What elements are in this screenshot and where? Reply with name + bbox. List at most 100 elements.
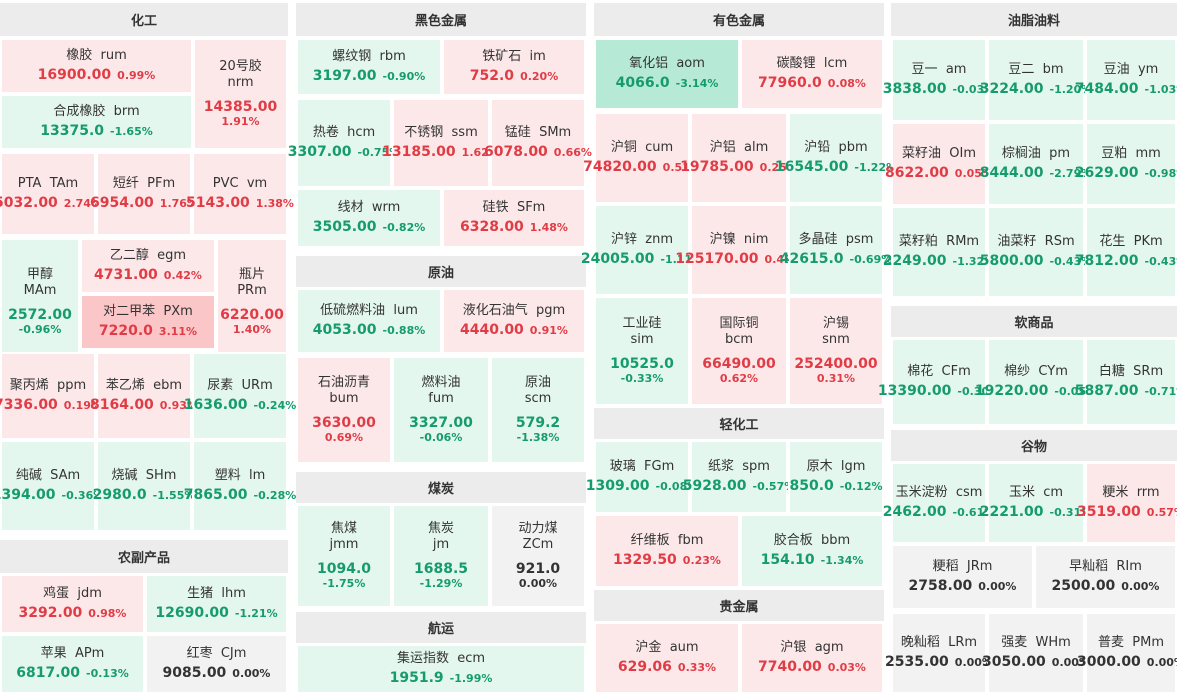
tile-RMm[interactable]: 菜籽粕 RMm 2249.00 -1.32% [883,206,995,298]
tile-name: 碳酸锂 [776,56,816,72]
tile-label: 生猪 lhm [187,586,246,602]
tile-price: 1951.9 [389,669,444,686]
tile-CYm[interactable]: 棉纱 CYm 19220.00 -0.05% [975,338,1097,426]
tile-lgm[interactable]: 原木 lgm 850.0 -0.12% [788,440,884,514]
tile-name: 豆粕 [1101,146,1128,162]
tile-ssm[interactable]: 不锈钢 ssm 13185.00 1.62% [382,98,500,188]
tile-cm[interactable]: 玉米 cm 2221.00 -0.31% [980,462,1092,544]
tile-price: 921.0 [515,560,561,577]
tile-znm[interactable]: 沪锌 znm 24005.00 -1.11% [581,204,703,296]
tile-hcm[interactable]: 热卷 hcm 3307.00 -0.75% [288,98,400,188]
tile-PFm[interactable]: 短纤 PFm 6954.00 1.76% [90,152,198,236]
tile-SRm[interactable]: 白糖 SRm 5887.00 -0.71% [1075,338,1177,426]
tile-csm[interactable]: 玉米淀粉 csm 2462.00 -0.61% [883,462,995,544]
tile-sim[interactable]: 工业硅 sim 10525.0 -0.33% [594,296,690,406]
tile-ecm[interactable]: 集运指数 ecm 1951.9 -1.99% [296,644,586,694]
tile-bm[interactable]: 豆二 bm 3224.00 -1.20% [980,38,1092,122]
tile-aum[interactable]: 沪金 aum 629.06 0.33% [594,622,740,694]
tile-PXm[interactable]: 对二甲苯 PXm 7220.0 3.11% [80,294,216,350]
tile-price: 850.0 [789,477,834,494]
tile-LRm[interactable]: 晚籼稻 LRm 2535.00 0.00% [885,612,993,694]
tile-quote: 13185.00 1.62% [382,141,500,161]
tile-am[interactable]: 豆一 am 3838.00 -0.03% [883,38,995,122]
tile-OIm[interactable]: 菜籽油 OIm 8622.00 0.05% [885,122,993,206]
tile-PRm[interactable]: 瓶片 PRm 6220.00 1.40% [216,238,288,366]
tile-quote: 5143.00 1.38% [186,192,294,212]
tile-CJm[interactable]: 红枣 CJm 9085.00 0.00% [145,634,288,694]
tile-label: 多晶硅 psm [799,232,874,248]
tile-alm[interactable]: 沪铝 alm 19785.00 0.25% [680,112,798,204]
tile-label: 棉花 CFm [907,364,971,380]
tile-change: 0.99% [117,68,156,82]
tile-SMm[interactable]: 锰硅 SMm 6078.00 0.66% [484,98,592,188]
tile-fbm[interactable]: 纤维板 fbm 1329.50 0.23% [594,514,740,588]
tile-code: CJm [220,646,247,662]
tile-bcm[interactable]: 国际铜 bcm 66490.00 0.62% [690,296,788,406]
tile-PMm[interactable]: 普麦 PMm 3000.00 0.00% [1077,612,1177,694]
tile-quote: 7812.00 -0.43% [1075,250,1177,270]
tile-lm[interactable]: 塑料 lm 7865.00 -0.28% [184,440,296,532]
tile-scm[interactable]: 原油 scm 579.2 -1.38% [490,356,586,464]
tile-MAm[interactable]: 甲醇 MAm 2572.00 -0.96% [0,238,80,366]
tile-rrm[interactable]: 粳米 rrm 3519.00 0.57% [1077,462,1177,544]
tile-fum[interactable]: 燃料油 fum 3327.00 -0.06% [392,356,490,464]
tile-price: 752.0 [469,67,515,84]
tile-jdm[interactable]: 鸡蛋 jdm 3292.00 0.98% [0,574,145,634]
tile-agm[interactable]: 沪银 agm 7740.00 0.03% [740,622,884,694]
tile-lcm[interactable]: 碳酸锂 lcm 77960.0 0.08% [740,38,884,110]
tile-SFm[interactable]: 硅铁 SFm 6328.00 1.48% [442,188,586,248]
tile-SHm[interactable]: 烧碱 SHm 2980.0 -1.55% [93,440,195,532]
tile-ppm[interactable]: 聚丙烯 ppm 7336.00 0.19% [0,352,102,440]
tile-SAm[interactable]: 纯碱 SAm 1394.00 -0.36% [0,440,104,532]
tile-RSm[interactable]: 油菜籽 RSm 5800.00 -0.43% [980,206,1092,298]
tile-APm[interactable]: 苹果 APm 6817.00 -0.13% [0,634,145,694]
tile-wrm[interactable]: 线材 wrm 3505.00 -0.82% [296,188,442,248]
tile-lhm[interactable]: 生猪 lhm 12690.00 -1.21% [145,574,288,634]
tile-bbm[interactable]: 胶合板 bbm 154.10 -1.34% [740,514,884,588]
tile-egm[interactable]: 乙二醇 egm 4731.00 0.42% [80,238,216,294]
tile-name: 棕榈油 [1001,146,1041,162]
tile-nim[interactable]: 沪镍 nim 125170.00 0.48% [675,204,803,296]
tile-name: 玻璃 [609,459,636,475]
tile-aom[interactable]: 氧化铝 aom 4066.0 -3.14% [594,38,740,110]
tile-rum[interactable]: 橡胶 rum 16900.00 0.99% [0,38,193,94]
tile-TAm[interactable]: PTA TAm 5032.00 2.74% [0,152,102,236]
tile-bum[interactable]: 石油沥青 bum 3630.00 0.69% [296,356,392,464]
tile-name: 沪银 [780,640,807,656]
tile-mm[interactable]: 豆粕 mm 2629.00 -0.98% [1075,122,1177,206]
tile-rbm[interactable]: 螺纹钢 rbm 3197.00 -0.90% [296,38,442,96]
tile-label: 鸡蛋 jdm [43,586,102,602]
tile-snm[interactable]: 沪锡 snm 252400.00 0.31% [788,296,884,406]
tile-change: -1.65% [110,124,153,138]
tile-RIm[interactable]: 早籼稻 RIm 2500.00 0.00% [1034,544,1177,610]
tile-lum[interactable]: 低硫燃料油 lum 4053.00 -0.88% [296,288,442,354]
tile-psm[interactable]: 多晶硅 psm 42615.0 -0.69% [780,204,892,296]
tile-pm[interactable]: 棕榈油 pm 8444.00 -2.79% [980,122,1092,206]
tile-ym[interactable]: 豆油 ym 7484.00 -1.03% [1075,38,1177,122]
tile-label: 粳米 rrm [1102,485,1159,501]
tile-im[interactable]: 铁矿石 im 752.0 0.20% [442,38,586,96]
tile-code: ym [1137,62,1159,78]
tile-PKm[interactable]: 花生 PKm 7812.00 -0.43% [1075,206,1177,298]
tile-price: 3327.00 [409,414,473,431]
tile-nrm[interactable]: 20号胶 nrm 14385.00 1.91% [193,38,288,150]
tile-FGm[interactable]: 玻璃 FGm 1309.00 -0.08% [586,440,698,514]
tile-price: 42615.0 [779,250,844,267]
tile-change: -1.38% [516,431,560,445]
tile-vm[interactable]: PVC vm 5143.00 1.38% [186,152,294,236]
tile-URm[interactable]: 尿素 URm 1636.00 -0.24% [184,352,296,440]
tile-pbm[interactable]: 沪铅 pbm 16545.00 -1.22% [775,112,897,204]
tile-cum[interactable]: 沪铜 cum 74820.00 0.51% [583,112,701,204]
tile-ZCm[interactable]: 动力煤 ZCm 921.0 0.00% [490,504,586,608]
tile-CFm[interactable]: 棉花 CFm 13390.00 -0.30% [878,338,1000,426]
tile-price: 13375.0 [40,122,105,139]
tile-ebm[interactable]: 苯乙烯 ebm 8164.00 0.93% [90,352,198,440]
tile-spm[interactable]: 纸浆 spm 5928.00 -0.57% [683,440,795,514]
tile-JRm[interactable]: 粳稻 JRm 2758.00 0.00% [891,544,1034,610]
tile-jmm[interactable]: 焦煤 jmm 1094.0 -1.75% [296,504,392,608]
tile-jm[interactable]: 焦炭 jm 1688.5 -1.29% [392,504,490,608]
tile-brm[interactable]: 合成橡胶 brm 13375.0 -1.65% [0,94,193,150]
tile-WHm[interactable]: 强麦 WHm 3050.00 0.00% [982,612,1090,694]
tile-pgm[interactable]: 液化石油气 pgm 4440.00 0.91% [442,288,586,354]
tile-change: 0.00% [518,577,558,591]
